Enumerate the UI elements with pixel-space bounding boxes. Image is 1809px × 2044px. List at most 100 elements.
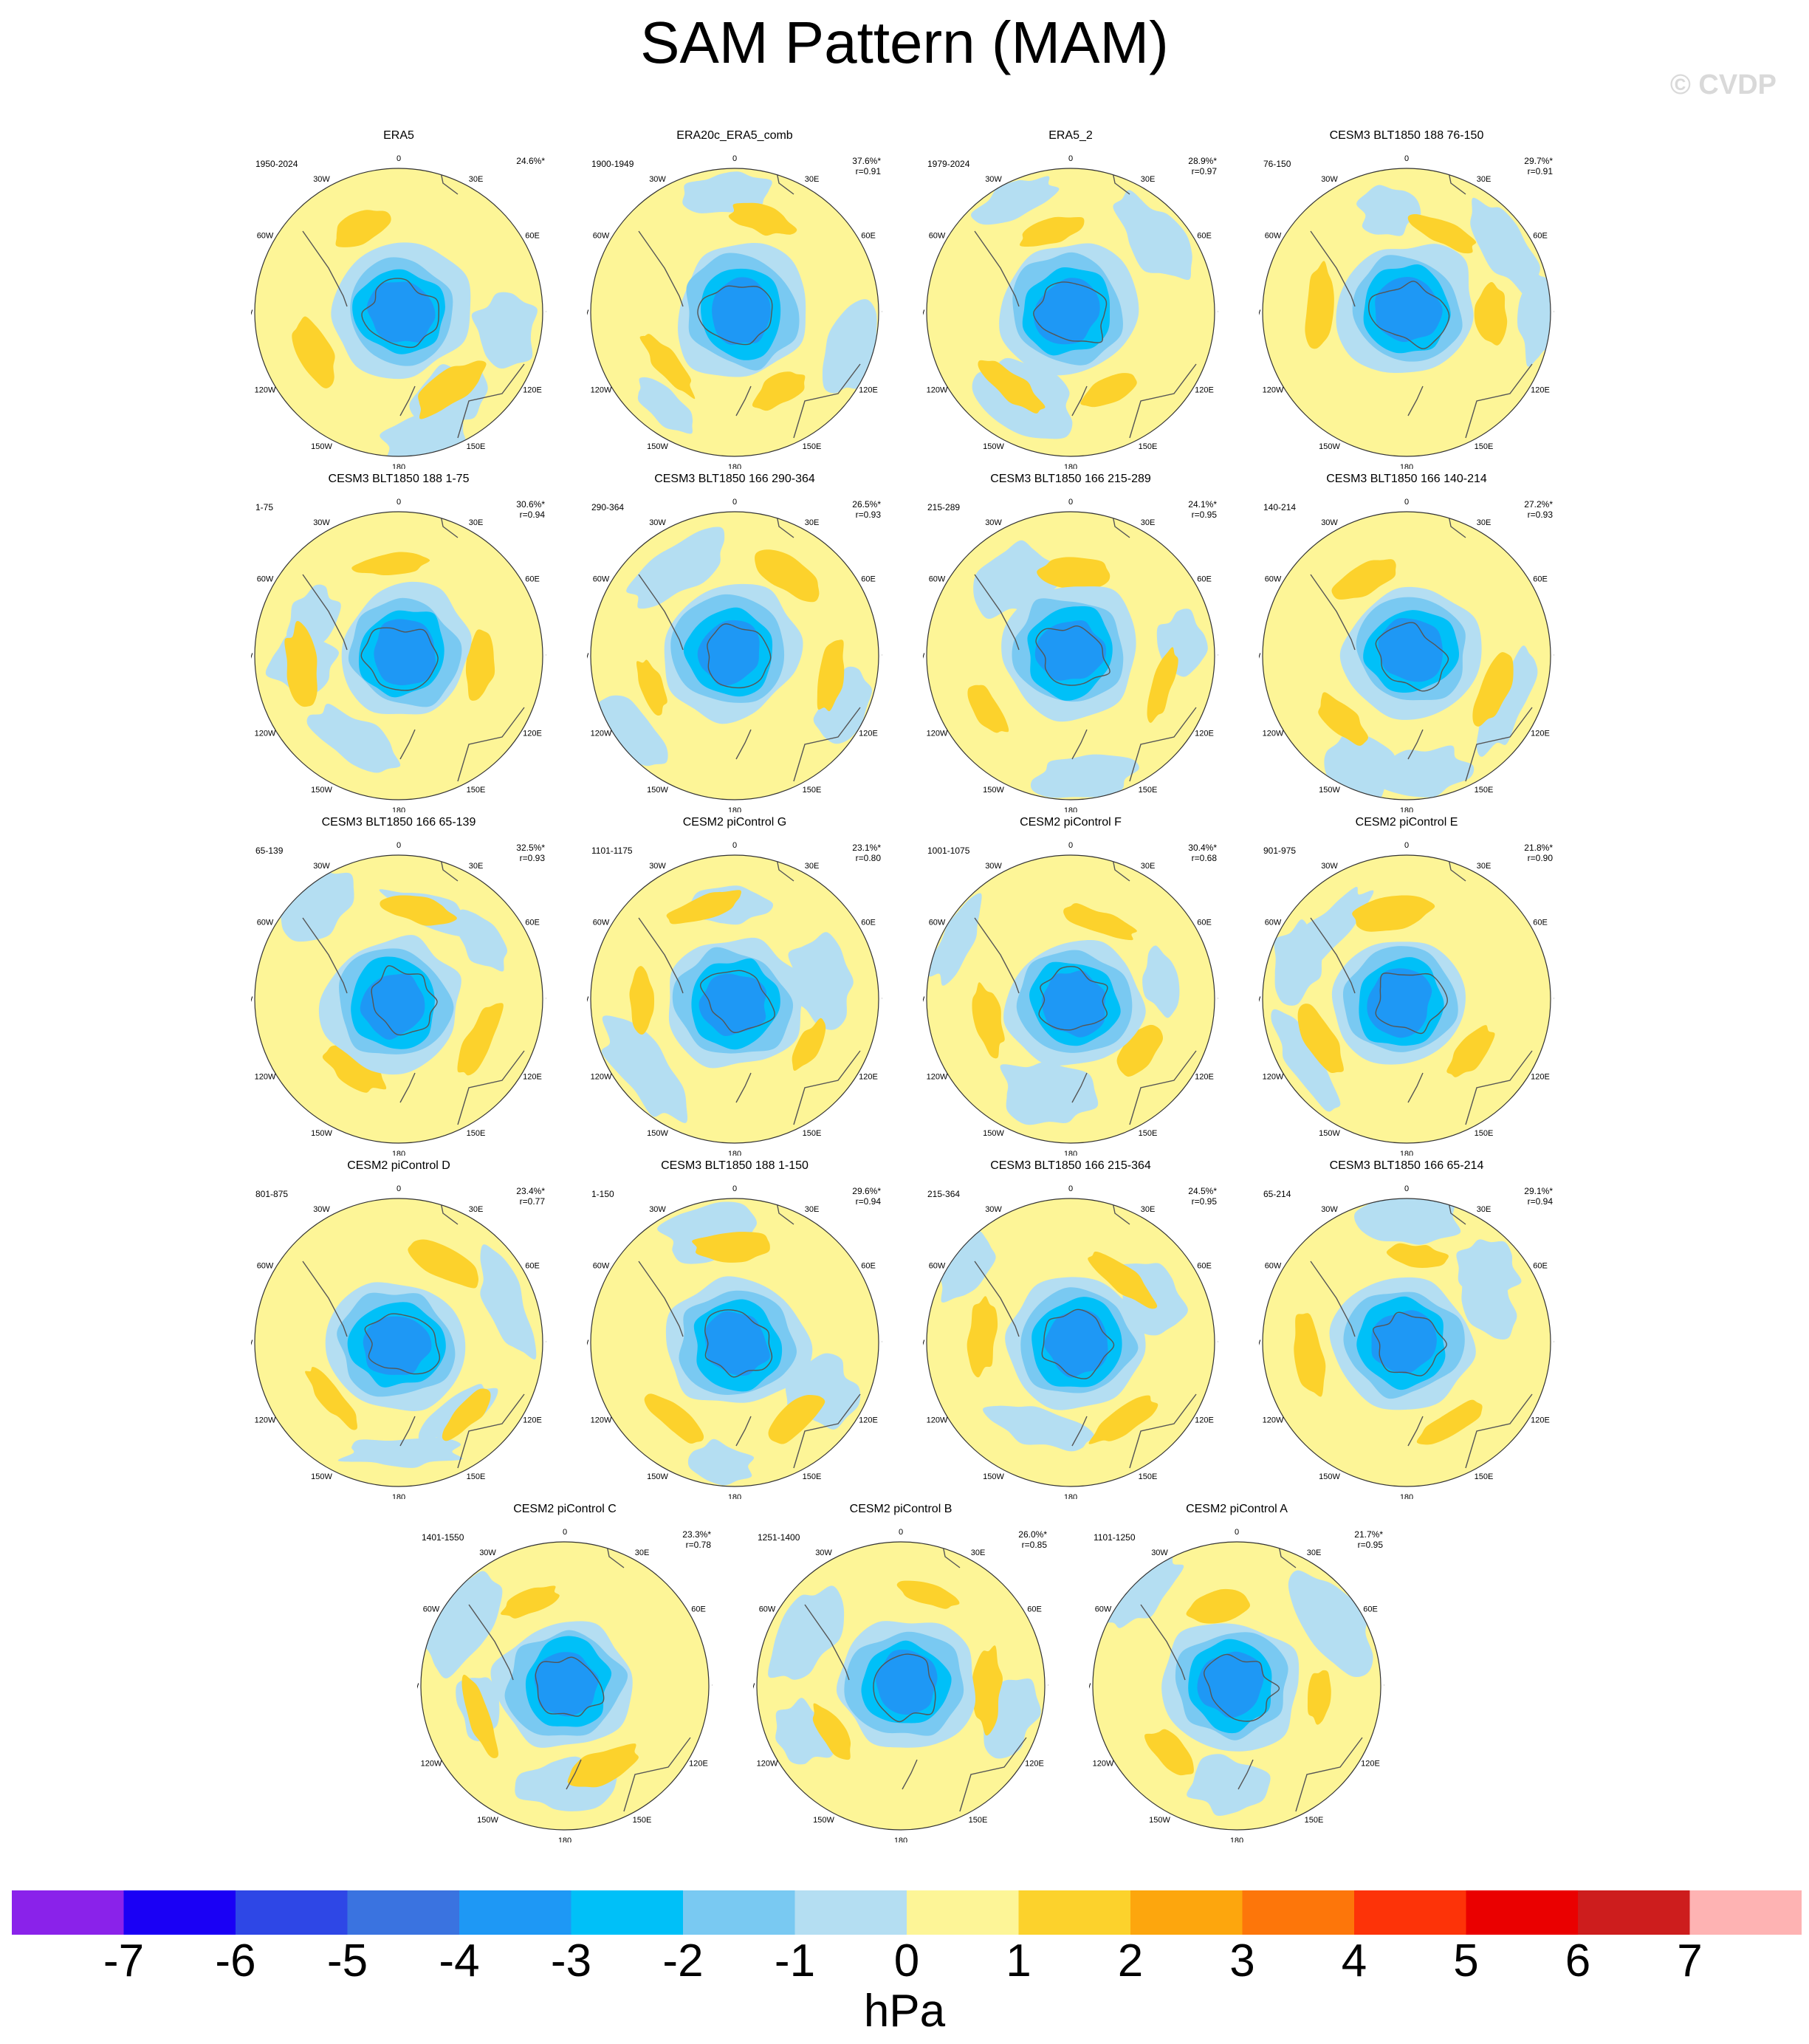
longitude-label: 120E bbox=[859, 1416, 878, 1425]
map-panel: CESM3 BLT1850 188 76-150 76-150 29.7%* r=0.… bbox=[1259, 129, 1554, 469]
variance-explained: 30.4%* bbox=[1188, 843, 1217, 853]
longitude-label: 150E bbox=[467, 1472, 486, 1481]
positive-anomaly-lobe bbox=[1352, 895, 1435, 932]
antarctica-coastline bbox=[1375, 622, 1449, 692]
longitude-label: 30W bbox=[649, 175, 666, 184]
australia-coastline bbox=[793, 1393, 861, 1469]
positive-anomaly-lobe bbox=[972, 982, 1005, 1059]
antarctica-coastline bbox=[1035, 625, 1111, 686]
longitude-label: 60E bbox=[861, 232, 876, 241]
longitude-label: 30W bbox=[649, 1205, 666, 1214]
central-negative-anomaly bbox=[712, 277, 771, 346]
longitude-label: 180 bbox=[392, 1150, 405, 1156]
negative-anomaly-patch bbox=[1142, 945, 1180, 1018]
antarctica-coastline bbox=[704, 1309, 773, 1378]
longitude-label: 30W bbox=[649, 518, 666, 527]
longitude-label: 120W bbox=[591, 1416, 612, 1425]
longitude-label: 0 bbox=[1068, 841, 1073, 850]
longitude-label: 60W bbox=[257, 919, 274, 927]
panel-title: CESM3 BLT1850 166 65-214 bbox=[1329, 1159, 1484, 1172]
longitude-label: 150E bbox=[467, 1129, 486, 1138]
longitude-label: 60E bbox=[1363, 1605, 1378, 1614]
map-boundary bbox=[1262, 168, 1551, 457]
south-america-coastline bbox=[302, 917, 348, 994]
longitude-label: 60W bbox=[929, 232, 946, 241]
positive-anomaly-lobe bbox=[1037, 557, 1111, 590]
longitude-label: 60W bbox=[759, 1605, 776, 1614]
negative-anomaly-patch bbox=[1101, 1551, 1184, 1628]
longitude-label: 60E bbox=[1027, 1605, 1042, 1614]
longitude-label: 60E bbox=[861, 1262, 876, 1271]
map-panel: ERA51950-202424.6%*030E60E90E120E150E180… bbox=[251, 129, 546, 469]
longitude-label: 150W bbox=[647, 1472, 668, 1481]
longitude-label: 30W bbox=[815, 1549, 832, 1557]
negative-anomaly-patch bbox=[822, 299, 877, 394]
positive-anomaly-lobe bbox=[967, 1296, 998, 1378]
australia-coastline bbox=[959, 1737, 1027, 1812]
longitude-label: 150E bbox=[1475, 786, 1494, 795]
longitude-label: 120E bbox=[1531, 730, 1550, 738]
new-zealand-coastline bbox=[1407, 1416, 1424, 1447]
positive-anomaly-lobe bbox=[972, 1645, 1003, 1736]
new-zealand-coastline bbox=[902, 1759, 918, 1790]
panel-title: CESM2 piControl G bbox=[682, 816, 787, 829]
panel-title: ERA20c_ERA5_comb bbox=[676, 129, 793, 142]
longitude-label: 90W bbox=[251, 309, 253, 318]
longitude-label: 150W bbox=[1149, 1816, 1170, 1825]
longitude-label: 30E bbox=[469, 175, 484, 184]
longitude-label: 90W bbox=[251, 1339, 253, 1348]
pattern-correlation: r=0.93 bbox=[855, 510, 881, 520]
central-negative-anomaly bbox=[1034, 620, 1107, 681]
longitude-label: 180 bbox=[728, 1493, 741, 1499]
positive-anomaly-lobe bbox=[1307, 1670, 1331, 1725]
longitude-label: 0 bbox=[732, 154, 737, 163]
longitude-label: 0 bbox=[1068, 1184, 1073, 1193]
longitude-label: 150E bbox=[803, 786, 822, 795]
longitude-label: 30E bbox=[805, 862, 820, 871]
longitude-label: 60W bbox=[257, 232, 274, 241]
positive-anomaly-lobe bbox=[1331, 559, 1396, 600]
negative-anomaly-patch bbox=[626, 527, 725, 609]
panel-stats: 23.4%* r=0.77 bbox=[516, 1186, 545, 1207]
longitude-label: 180 bbox=[1064, 463, 1077, 469]
longitude-label: 120W bbox=[591, 1073, 612, 1082]
longitude-label: 150W bbox=[983, 1472, 1004, 1481]
australia-coastline bbox=[457, 1393, 525, 1469]
negative-anomaly-patch bbox=[775, 1698, 836, 1765]
australia-coastline bbox=[1295, 1737, 1363, 1812]
longitude-label: 120W bbox=[927, 730, 948, 738]
longitude-label: 90W bbox=[923, 995, 925, 1004]
longitude-label: 120E bbox=[523, 730, 542, 738]
positive-anomaly-lobe bbox=[501, 1585, 560, 1619]
new-zealand-coastline bbox=[735, 1416, 752, 1447]
longitude-label: 90W bbox=[923, 1339, 925, 1348]
longitude-label: 60W bbox=[257, 1262, 274, 1271]
colorbar-tick-label: 1 bbox=[1006, 1935, 1031, 1986]
longitude-label: 150W bbox=[1319, 1129, 1340, 1138]
positive-anomaly-lobe bbox=[728, 202, 797, 236]
colorbar-tick-label: -5 bbox=[326, 1935, 368, 1986]
longitude-label: 120W bbox=[927, 386, 948, 395]
panel-years: 1900-1949 bbox=[591, 159, 634, 169]
longitude-label: 30E bbox=[469, 862, 484, 871]
longitude-label: 90W bbox=[923, 309, 925, 318]
positive-anomaly-lobe bbox=[896, 1580, 960, 1609]
page-title: SAM Pattern (MAM) bbox=[640, 10, 1169, 75]
central-negative-anomaly bbox=[1044, 1309, 1108, 1378]
longitude-label: 120W bbox=[1263, 1416, 1284, 1425]
panel-years: 1101-1175 bbox=[591, 846, 633, 856]
positive-anomaly-lobe bbox=[666, 890, 741, 925]
longitude-label: 150W bbox=[1319, 442, 1340, 451]
positive-anomaly-lobe bbox=[305, 1366, 357, 1430]
variance-explained: 23.1%* bbox=[852, 843, 881, 853]
panel-years: 65-214 bbox=[1263, 1189, 1291, 1199]
positive-anomaly-lobe bbox=[1407, 213, 1477, 254]
longitude-label: 180 bbox=[1400, 806, 1413, 812]
polar-map: 030E60E90E120E150E180150W120W90W60W30W bbox=[1259, 154, 1554, 469]
longitude-label: 60W bbox=[929, 1262, 946, 1271]
south-america-coastline bbox=[974, 230, 1020, 307]
south-america-coastline bbox=[1140, 1604, 1186, 1681]
pattern-correlation: r=0.95 bbox=[1357, 1540, 1383, 1550]
positive-anomaly-lobe bbox=[1474, 281, 1508, 346]
panel-stats: 29.6%* r=0.94 bbox=[852, 1186, 881, 1207]
